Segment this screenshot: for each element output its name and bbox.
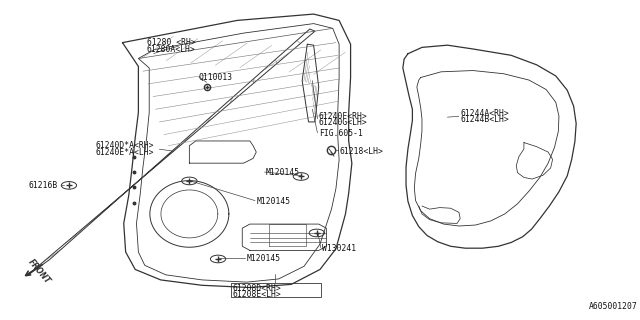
Text: 61218<LH>: 61218<LH> — [339, 147, 383, 156]
Text: 61208D<RH>: 61208D<RH> — [232, 284, 281, 293]
Text: M120145: M120145 — [256, 197, 291, 206]
Text: FRONT: FRONT — [27, 258, 52, 286]
Text: 61240F<RH>: 61240F<RH> — [319, 112, 367, 121]
Text: Q110013: Q110013 — [199, 73, 233, 82]
Text: A605001207: A605001207 — [589, 302, 637, 311]
Text: 61280A<LH>: 61280A<LH> — [147, 45, 195, 54]
Text: 61240D*A<RH>: 61240D*A<RH> — [96, 141, 154, 150]
Text: 61244A<RH>: 61244A<RH> — [460, 108, 509, 117]
Text: M120145: M120145 — [246, 254, 281, 263]
Text: FIG.605-1: FIG.605-1 — [319, 129, 363, 138]
Text: 61280 <RH>: 61280 <RH> — [147, 38, 195, 47]
Text: M120145: M120145 — [266, 168, 300, 177]
Text: 61216B: 61216B — [28, 181, 58, 190]
Text: W130241: W130241 — [322, 244, 356, 253]
Text: 61240G<LH>: 61240G<LH> — [319, 118, 367, 127]
Text: 61208E<LH>: 61208E<LH> — [232, 290, 281, 299]
Text: 61244B<LH>: 61244B<LH> — [460, 115, 509, 124]
Text: 61240E*A<LH>: 61240E*A<LH> — [96, 148, 154, 157]
Bar — [231, 283, 321, 297]
